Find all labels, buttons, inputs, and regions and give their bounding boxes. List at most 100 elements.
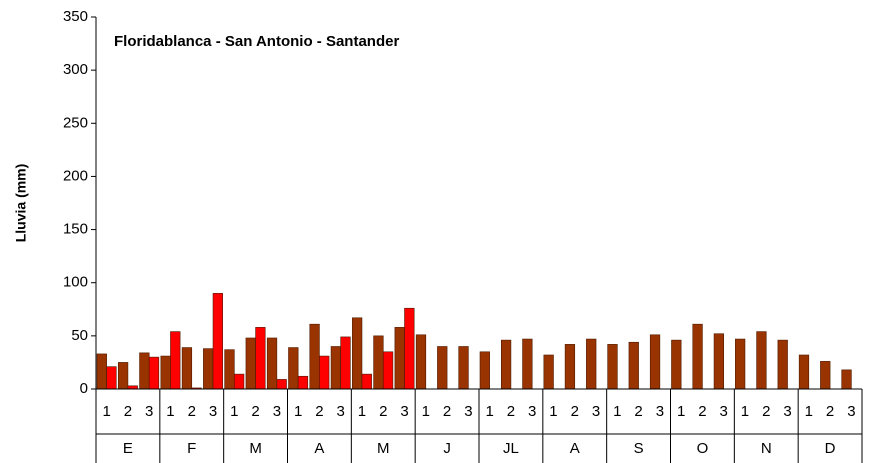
bar xyxy=(352,317,363,390)
bar xyxy=(266,337,278,390)
x-tick-label: 3 xyxy=(656,403,664,420)
bar xyxy=(297,375,309,390)
x-tick-label: 2 xyxy=(634,403,642,420)
group-label: A xyxy=(314,440,324,457)
y-axis-label: Lluvia (mm) xyxy=(13,164,29,243)
x-tick-label: 3 xyxy=(528,403,536,420)
x-tick-label: 3 xyxy=(592,403,600,420)
x-tick-label: 1 xyxy=(741,403,749,420)
bar xyxy=(330,346,341,390)
bar xyxy=(798,354,810,390)
group-label: S xyxy=(634,440,644,457)
bar xyxy=(255,327,266,390)
y-tick-label: 200 xyxy=(63,167,88,184)
group-label: D xyxy=(825,440,836,457)
bar xyxy=(777,339,788,390)
bar xyxy=(224,349,235,390)
x-tick-label: 1 xyxy=(549,403,557,420)
bar xyxy=(522,338,533,390)
bar xyxy=(649,334,661,390)
bar xyxy=(735,338,746,390)
bar xyxy=(276,379,287,390)
x-tick-label: 2 xyxy=(443,403,451,420)
x-tick-label: 1 xyxy=(805,403,813,420)
x-tick-label: 3 xyxy=(400,403,408,420)
bar xyxy=(117,362,129,390)
x-tick-label: 2 xyxy=(124,403,132,420)
bar xyxy=(96,353,107,390)
x-tick-label: 1 xyxy=(102,403,110,420)
x-tick-label: 1 xyxy=(294,403,302,420)
x-tick-label: 3 xyxy=(145,403,153,420)
bar xyxy=(628,341,639,390)
bar xyxy=(373,335,384,390)
x-tick-label: 1 xyxy=(358,403,366,420)
bar xyxy=(404,307,415,390)
bar xyxy=(340,336,351,390)
bar xyxy=(671,339,682,390)
y-tick-label: 300 xyxy=(63,61,88,78)
bar xyxy=(203,348,214,390)
bar xyxy=(106,366,117,390)
bar xyxy=(394,327,405,390)
bar xyxy=(415,334,427,390)
bar xyxy=(756,331,767,390)
group-label: A xyxy=(570,440,580,457)
x-tick-label: 3 xyxy=(209,403,217,420)
x-tick-label: 3 xyxy=(847,403,855,420)
x-tick-label: 1 xyxy=(613,403,621,420)
x-tick-label: 1 xyxy=(166,403,174,420)
group-label: N xyxy=(761,440,772,457)
bar xyxy=(288,347,299,390)
x-tick-label: 2 xyxy=(379,403,387,420)
x-tick-label: 3 xyxy=(720,403,728,420)
y-tick-label: 100 xyxy=(63,274,88,291)
group-label: JL xyxy=(503,440,519,457)
x-tick-label: 2 xyxy=(251,403,259,420)
x-tick-label: 3 xyxy=(464,403,472,420)
bar xyxy=(160,355,171,390)
bar xyxy=(245,337,256,390)
x-tick-label: 2 xyxy=(315,403,323,420)
group-label: M xyxy=(249,440,262,457)
x-tick-label: 2 xyxy=(698,403,706,420)
bar xyxy=(234,373,245,390)
group-label: J xyxy=(443,440,451,457)
group-label: F xyxy=(187,440,196,457)
bar xyxy=(692,323,703,390)
chart-title: Floridablanca - San Antonio - Santander xyxy=(114,33,399,50)
x-tick-label: 3 xyxy=(337,403,345,420)
y-tick-label: 50 xyxy=(71,327,88,344)
x-tick-label: 1 xyxy=(677,403,685,420)
bar xyxy=(713,333,724,390)
bar xyxy=(564,344,576,390)
bar xyxy=(309,323,320,390)
group-label: E xyxy=(123,440,133,457)
bar xyxy=(361,373,372,390)
bar xyxy=(543,354,554,390)
bar xyxy=(148,356,160,390)
x-tick-label: 2 xyxy=(762,403,770,420)
group-label: M xyxy=(377,440,390,457)
bar xyxy=(170,331,181,390)
bar xyxy=(820,361,831,390)
bar xyxy=(382,351,394,390)
bar xyxy=(319,355,330,390)
x-tick-label: 3 xyxy=(273,403,281,420)
bar xyxy=(458,346,469,390)
bar xyxy=(181,347,193,390)
bar xyxy=(586,338,597,390)
bar xyxy=(212,293,223,390)
y-tick-label: 0 xyxy=(80,380,88,397)
bar xyxy=(607,344,618,390)
bar xyxy=(139,352,150,390)
x-tick-label: 1 xyxy=(422,403,430,420)
y-tick-label: 150 xyxy=(63,221,88,238)
group-label: O xyxy=(697,440,709,457)
x-tick-label: 2 xyxy=(188,403,196,420)
x-tick-label: 2 xyxy=(571,403,579,420)
x-tick-label: 2 xyxy=(507,403,515,420)
bar xyxy=(500,339,512,390)
x-tick-label: 3 xyxy=(783,403,791,420)
